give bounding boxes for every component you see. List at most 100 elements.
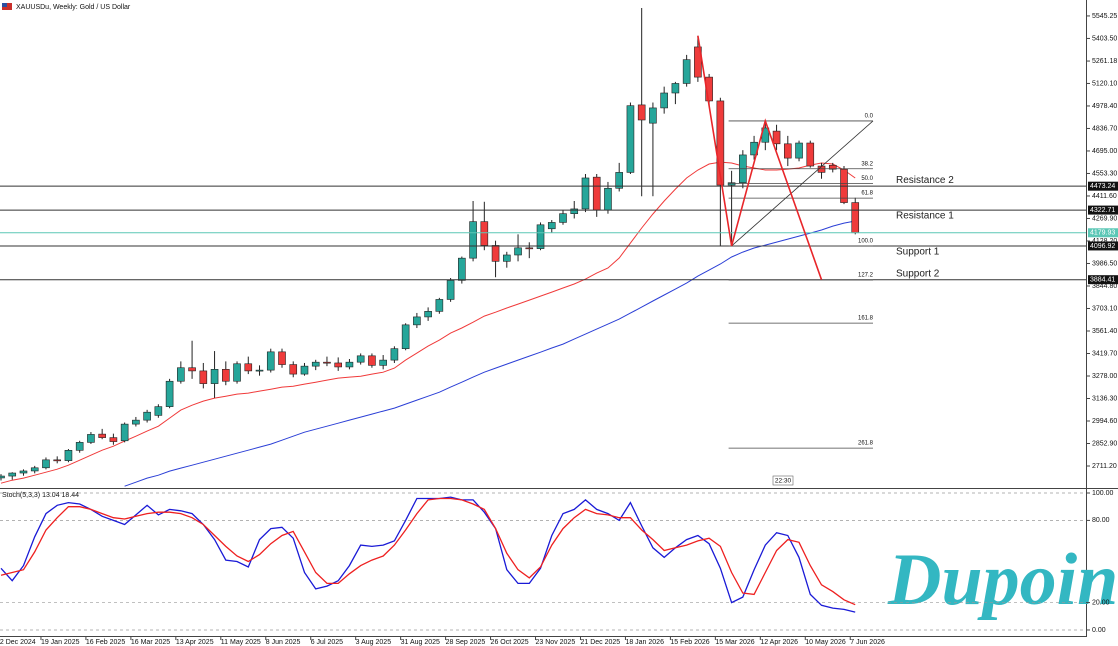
candle-body — [64, 450, 73, 461]
x-tick-label: 16 Feb 2025 — [86, 639, 125, 646]
price-tag — [1088, 275, 1118, 285]
x-tick-label: 11 May 2025 — [221, 639, 261, 646]
candle-body — [53, 459, 62, 462]
line-series — [0, 161, 856, 484]
candle-body — [311, 361, 320, 367]
y-tick-label: 80.00 — [1092, 517, 1110, 524]
candle-body — [637, 104, 646, 121]
candle-body — [795, 142, 803, 159]
candle-body — [783, 143, 792, 159]
candle-body — [0, 475, 5, 479]
fib-label: 100.0 — [858, 239, 874, 245]
candle-body — [581, 177, 590, 210]
candle-body — [424, 311, 432, 318]
x-tick-label: 21 Dec 2025 — [580, 639, 620, 646]
x-tick-label: 23 Nov 2025 — [536, 639, 576, 646]
candle-body — [266, 351, 275, 371]
candle-body — [716, 100, 725, 186]
line-series — [0, 496, 856, 613]
candle-body — [413, 316, 421, 326]
x-tick-label: 10 May 2026 — [805, 639, 846, 646]
candle-body — [570, 208, 579, 214]
candle-body — [604, 187, 612, 211]
candle-body — [480, 221, 489, 246]
fib-label: 127.2 — [858, 272, 874, 278]
fib-label: 161.8 — [858, 316, 874, 322]
candle-body — [547, 222, 556, 230]
x-tick-label: 31 Aug 2025 — [401, 639, 440, 646]
x-tick-label: 7 Jun 2026 — [850, 639, 885, 646]
candle-body — [109, 437, 118, 442]
chart-title: XAUUSDu, Weekly: Gold / US Dollar — [16, 4, 131, 11]
y-tick-label: 4269.90 — [1092, 215, 1117, 222]
x-tick-label: 26 Oct 2025 — [491, 639, 529, 646]
x-tick-label: 16 Mar 2025 — [131, 639, 170, 646]
candle-body — [626, 105, 635, 173]
symbol-flag — [2, 3, 12, 10]
candle-body — [300, 365, 309, 375]
x-tick-label: 15 Mar 2026 — [715, 639, 754, 646]
candle-body — [649, 107, 657, 124]
candle-body — [536, 224, 545, 249]
level-label: Support 2 — [896, 268, 940, 279]
y-tick-label: 4553.30 — [1092, 170, 1117, 177]
y-tick-label: 2994.60 — [1092, 418, 1117, 425]
price-tag — [1088, 205, 1118, 215]
y-tick-label: 4411.60 — [1092, 193, 1117, 200]
candle-body — [244, 363, 253, 372]
candle-body — [390, 348, 399, 361]
timer: 22:30 — [775, 478, 792, 485]
candle-body — [435, 299, 444, 312]
candle-body — [514, 247, 522, 256]
candle-body — [660, 92, 668, 109]
candle-body — [154, 406, 163, 416]
level-label: Resistance 2 — [896, 175, 954, 186]
y-tick-label: 3986.50 — [1092, 260, 1117, 267]
axes: 5545.25 5403.50 5261.18 5120.10 4978.40 4836.… — [0, 13, 1118, 646]
candle-body — [143, 411, 151, 421]
fib-label: 261.8 — [858, 441, 874, 447]
price-tag — [1088, 181, 1118, 191]
line-series — [0, 497, 856, 606]
candle-body — [469, 221, 477, 259]
price-tag-label: 3884.41 — [1090, 277, 1115, 284]
fib-label: 38.2 — [861, 161, 873, 167]
candle-body — [592, 176, 601, 211]
candle-body — [278, 351, 286, 365]
candle-body — [334, 362, 343, 368]
candle-body — [75, 442, 84, 451]
x-tick-label: 28 Sep 2025 — [446, 639, 486, 646]
candle-body — [255, 369, 264, 372]
price-tag — [1088, 228, 1118, 238]
y-tick-label: 20.00 — [1092, 599, 1110, 606]
y-tick-label: 5261.18 — [1092, 58, 1117, 65]
y-tick-label: 4695.00 — [1092, 148, 1117, 155]
candle-body — [8, 472, 17, 477]
price-tag-label: 4096.92 — [1090, 243, 1115, 250]
x-tick-label: 19 Jan 2025 — [41, 639, 80, 646]
flag-canton — [2, 3, 7, 7]
candle-body — [199, 370, 208, 384]
candle-body — [30, 467, 39, 472]
level-label: Resistance 1 — [896, 211, 954, 222]
y-tick-label: 0.00 — [1092, 627, 1106, 634]
logo: Dupoin — [887, 539, 1118, 621]
candle-body — [682, 59, 691, 84]
price-tag-label: 4473.24 — [1090, 183, 1115, 190]
candle-body — [165, 380, 174, 407]
fib-label: 50.0 — [861, 176, 873, 182]
indicator-title: Stoch(5,3,3) 13.04 18.44 — [2, 492, 79, 499]
y-tick-label: 3703.10 — [1092, 305, 1117, 312]
zigzag — [697, 35, 823, 280]
x-tick-label: 12 Apr 2026 — [760, 639, 798, 646]
candle-body — [525, 247, 534, 250]
indicator-pane — [0, 492, 1086, 631]
candle-body — [188, 367, 196, 372]
line-series — [124, 220, 856, 487]
candle-body — [828, 164, 837, 170]
fib-label: 0.0 — [865, 114, 874, 120]
level-label: Support 1 — [896, 247, 940, 258]
candle-body — [502, 254, 511, 262]
main-pane: Resistance 2 Resistance 1 Support 1 Support… — [0, 8, 1086, 487]
